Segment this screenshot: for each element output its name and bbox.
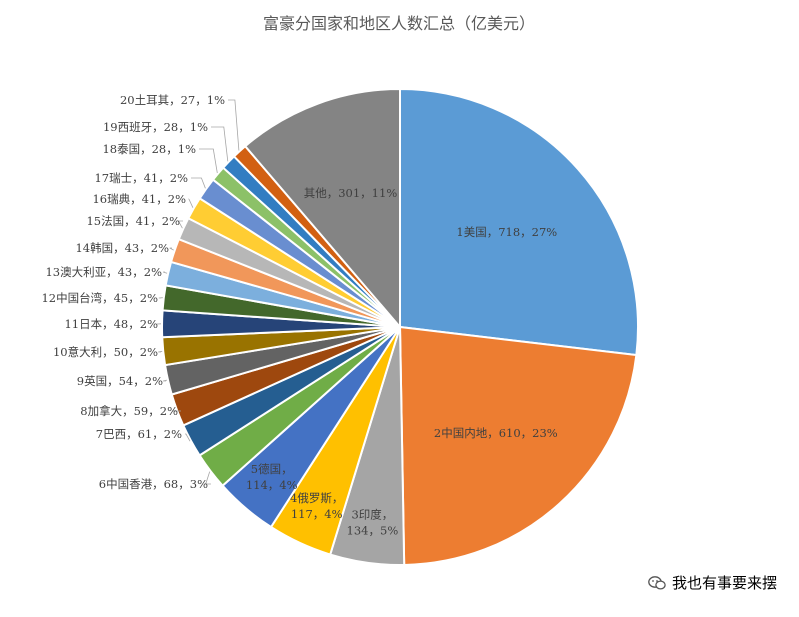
watermark: 我也有事要来摆 [648,572,777,593]
leader-line-16 [188,198,194,208]
slice-label-17: 17瑞士，41，2% [94,171,188,185]
slice-label-21: 其他，301，11% [304,186,398,200]
leader-line-18 [199,148,218,174]
leader-line-15 [177,220,183,229]
slice-label-15: 15法国，41，2% [86,214,180,228]
leader-line-6 [205,471,211,485]
slice-label-9: 9英国，54，2% [77,374,163,388]
leader-line-13 [162,271,168,274]
leader-line-17 [191,177,206,189]
slice-label-18: 18泰国，28，1% [102,142,196,156]
slice-label-6: 6中国香港，68，3% [99,477,208,491]
wechat-icon [648,575,666,590]
slice-label-16: 16瑞典，41，2% [92,192,186,206]
slice-label-4: 4俄罗斯， 117，4% [290,491,343,521]
slice-label-19: 19西班牙，28，1% [103,120,208,134]
chart-title: 富豪分国家和地区人数汇总（亿美元） [263,14,535,33]
slice-label-1: 1美国，718，27% [456,225,557,239]
slice-label-10: 10意大利，50，2% [53,345,158,359]
pie-slice-2 [398,325,638,566]
slice-label-2: 2中国内地，610，23% [434,426,558,440]
pie-slice-21 [243,87,401,330]
leader-line-9 [162,379,168,382]
leader-line-8 [172,410,181,412]
slice-label-3: 3印度， 134，5% [347,508,399,538]
leader-line-19 [211,126,229,162]
slice-label-11: 11日本，48，2% [64,317,158,331]
leader-line-10 [158,350,163,353]
slice-label-14: 14韩国，43，2% [75,241,169,255]
slice-label-5: 5德国， 114，4% [246,462,298,492]
leader-line-7 [185,433,191,442]
slice-label-8: 8加拿大，59，2% [80,404,178,418]
slice-label-20: 20土耳其，27，1% [120,93,225,107]
leader-line-14 [169,247,174,251]
pie-slice-1 [399,87,639,357]
slice-label-7: 7巴西，61，2% [96,427,182,441]
slice-label-12: 12中国台湾，45，2% [41,291,158,305]
leader-line-20 [228,99,240,151]
slice-label-13: 13澳大利亚，43，2% [45,265,162,279]
watermark-text: 我也有事要来摆 [671,574,777,592]
